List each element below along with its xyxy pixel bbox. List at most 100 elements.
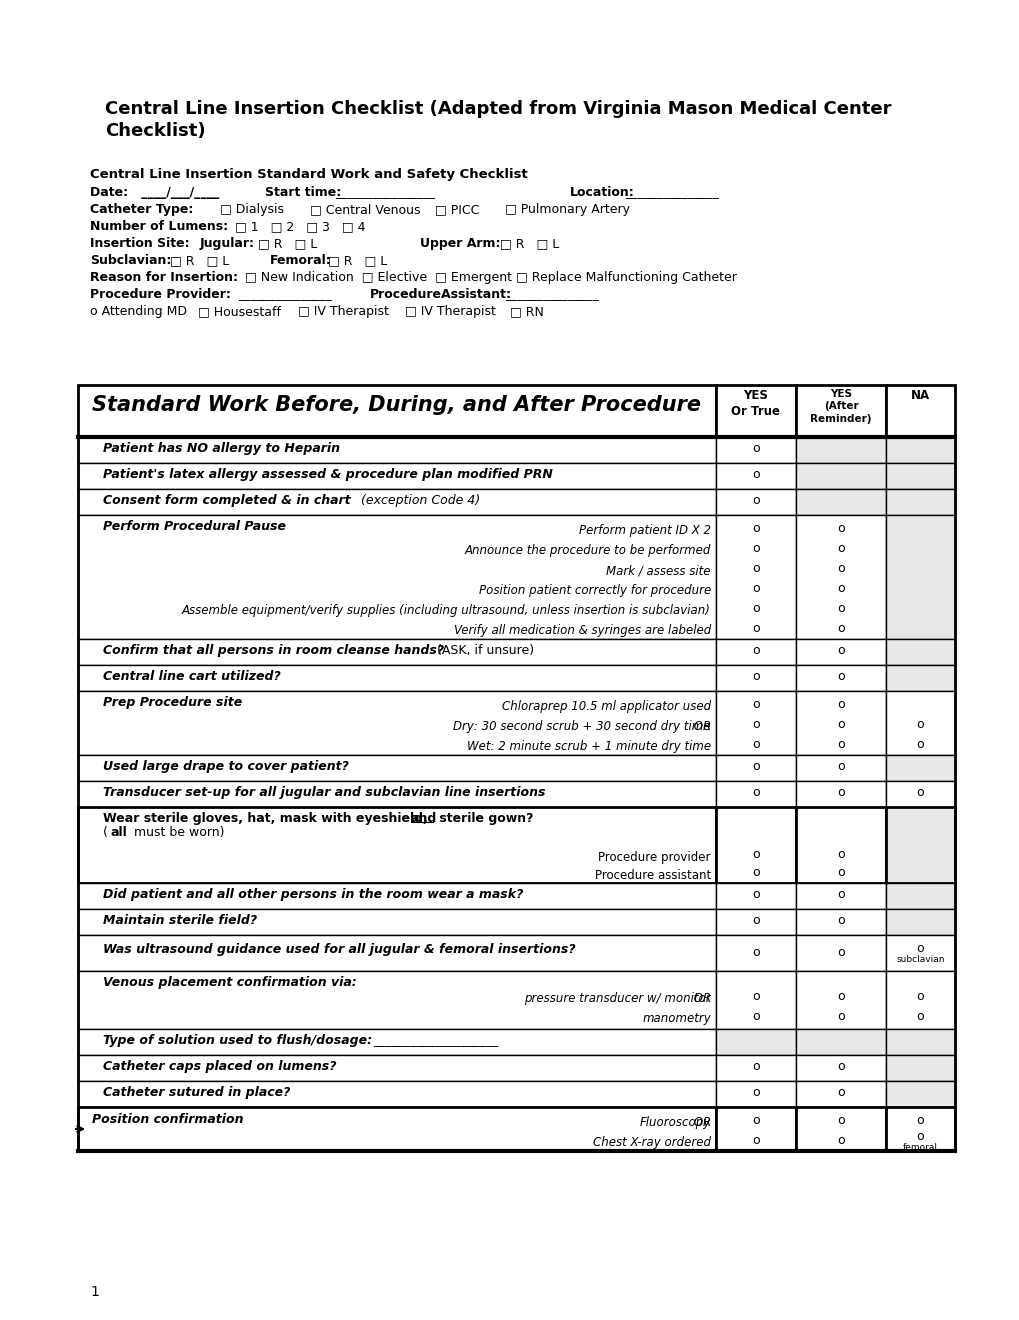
Bar: [77, 781, 715, 807]
Bar: [715, 1030, 795, 1055]
Bar: [795, 665, 886, 690]
Text: o: o: [837, 866, 844, 879]
Bar: [77, 883, 715, 909]
Text: o: o: [751, 1114, 759, 1126]
Text: Prep Procedure site: Prep Procedure site: [103, 696, 243, 709]
Text: Checklist): Checklist): [105, 121, 206, 140]
Text: Did patient and all other persons in the room wear a mask?: Did patient and all other persons in the…: [103, 888, 523, 902]
Text: □ R   □ L: □ R □ L: [258, 238, 317, 249]
Text: Jugular:: Jugular:: [200, 238, 255, 249]
Text: o: o: [916, 1114, 923, 1126]
Text: o: o: [751, 561, 759, 574]
Text: o: o: [751, 945, 759, 958]
Text: Used large drape to cover patient?: Used large drape to cover patient?: [103, 760, 348, 774]
Bar: [715, 935, 795, 972]
Text: Announce the procedure to be performed: Announce the procedure to be performed: [465, 544, 710, 557]
Bar: [795, 1107, 886, 1151]
Text: o: o: [751, 1010, 759, 1023]
Text: Central Line Insertion Checklist (Adapted from Virginia Mason Medical Center: Central Line Insertion Checklist (Adapte…: [105, 100, 891, 117]
Text: □ Pulmonary Artery: □ Pulmonary Artery: [504, 203, 630, 216]
Text: Reason for Insertion:: Reason for Insertion:: [90, 271, 237, 284]
Text: Dry: 30 second scrub + 30 second dry time: Dry: 30 second scrub + 30 second dry tim…: [453, 719, 710, 733]
Bar: [715, 1107, 795, 1151]
Bar: [886, 515, 954, 639]
Bar: [795, 755, 886, 781]
Text: o: o: [751, 888, 759, 902]
Text: o: o: [837, 622, 844, 635]
Bar: [715, 385, 795, 437]
Text: □ Central Venous: □ Central Venous: [310, 203, 420, 216]
Bar: [795, 909, 886, 935]
Bar: [77, 437, 715, 463]
Text: _______________: _______________: [237, 288, 331, 301]
Text: NA: NA: [910, 389, 929, 403]
Text: Was ultrasound guidance used for all jugular & femoral insertions?: Was ultrasound guidance used for all jug…: [103, 942, 575, 956]
Text: o: o: [751, 442, 759, 455]
Text: Date:   ____/___/____: Date: ____/___/____: [90, 186, 219, 199]
Bar: [886, 1081, 954, 1107]
Bar: [715, 1055, 795, 1081]
Bar: [715, 437, 795, 463]
Text: Patient has NO allergy to Heparin: Patient has NO allergy to Heparin: [103, 442, 339, 455]
Text: Chloraprep 10.5 ml applicator used: Chloraprep 10.5 ml applicator used: [501, 700, 710, 713]
Text: _______________: _______________: [625, 186, 718, 199]
Text: o: o: [837, 760, 844, 774]
Bar: [795, 807, 886, 883]
Text: Assemble equipment/verify supplies (including ultrasound, unless insertion is su: Assemble equipment/verify supplies (incl…: [182, 605, 710, 616]
Bar: [77, 385, 715, 437]
Text: Wet: 2 minute scrub + 1 minute dry time: Wet: 2 minute scrub + 1 minute dry time: [467, 741, 710, 752]
Text: ________________: ________________: [334, 186, 434, 199]
Text: 1: 1: [90, 1284, 99, 1299]
Bar: [886, 385, 954, 437]
Bar: [886, 1030, 954, 1055]
Text: o: o: [837, 602, 844, 615]
Text: Number of Lumens:: Number of Lumens:: [90, 220, 228, 234]
Text: o: o: [751, 1086, 759, 1100]
Bar: [886, 781, 954, 807]
Bar: [715, 690, 795, 755]
Bar: [795, 1030, 886, 1055]
Text: Upper Arm:: Upper Arm:: [420, 238, 500, 249]
Text: o: o: [837, 787, 844, 800]
Text: must be worn): must be worn): [129, 826, 224, 840]
Text: Venous placement confirmation via:: Venous placement confirmation via:: [103, 975, 357, 989]
Bar: [886, 972, 954, 1030]
Text: □ RN: □ RN: [510, 305, 543, 318]
Text: Standard Work Before, During, and After Procedure: Standard Work Before, During, and After …: [93, 395, 701, 414]
Text: o: o: [751, 866, 759, 879]
Bar: [715, 665, 795, 690]
Text: o: o: [751, 849, 759, 862]
Text: □ IV Therapist: □ IV Therapist: [298, 305, 388, 318]
Text: Fluoroscopy: Fluoroscopy: [639, 1115, 710, 1129]
Text: o Attending MD: o Attending MD: [90, 305, 186, 318]
Text: o: o: [837, 1134, 844, 1147]
Text: Verify all medication & syringes are labeled: Verify all medication & syringes are lab…: [453, 624, 710, 638]
Bar: [715, 883, 795, 909]
Text: Insertion Site:: Insertion Site:: [90, 238, 190, 249]
Text: Location:: Location:: [570, 186, 634, 199]
Text: Procedure assistant: Procedure assistant: [594, 869, 710, 882]
Text: o: o: [916, 738, 923, 751]
Text: o: o: [837, 1086, 844, 1100]
Bar: [77, 463, 715, 488]
Bar: [795, 515, 886, 639]
Bar: [886, 935, 954, 972]
Text: Procedure Provider:: Procedure Provider:: [90, 288, 230, 301]
Text: o: o: [837, 738, 844, 751]
Text: Perform patient ID X 2: Perform patient ID X 2: [579, 524, 710, 537]
Bar: [77, 755, 715, 781]
Text: sterile gown?: sterile gown?: [434, 812, 533, 825]
Bar: [795, 1081, 886, 1107]
Text: ____________________: ____________________: [373, 1034, 497, 1047]
Text: YES
(After
Reminder): YES (After Reminder): [809, 389, 871, 424]
Text: o: o: [837, 990, 844, 1002]
Bar: [77, 935, 715, 972]
Bar: [715, 463, 795, 488]
Text: o: o: [837, 521, 844, 535]
Text: o: o: [751, 495, 759, 507]
Text: Mark / assess site: Mark / assess site: [606, 564, 710, 577]
Text: □ Housestaff: □ Housestaff: [198, 305, 280, 318]
Bar: [886, 690, 954, 755]
Text: o: o: [751, 469, 759, 482]
Text: Maintain sterile field?: Maintain sterile field?: [103, 913, 257, 927]
